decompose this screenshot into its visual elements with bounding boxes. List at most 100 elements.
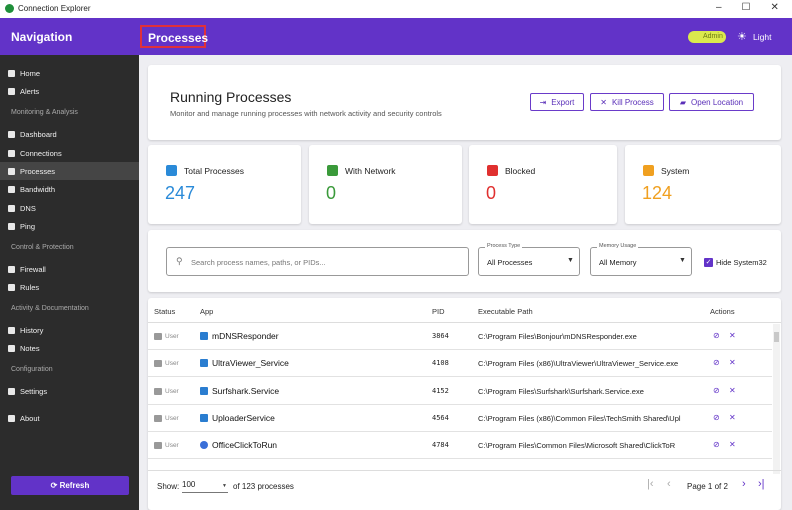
header-divider: [148, 322, 781, 323]
nav-item[interactable]: Home: [0, 64, 139, 82]
search-input[interactable]: ⚲ Search process names, paths, or PIDs...: [166, 247, 469, 276]
path: C:\Program Files\Bonjour\mDNSResponder.e…: [478, 332, 637, 341]
nav-icon: [8, 131, 15, 139]
select-arrow: ▼: [679, 257, 686, 264]
kill-action[interactable]: ✕: [729, 358, 736, 368]
nav-icon: [8, 222, 15, 230]
search-icon: ⚲: [176, 256, 183, 266]
select-value: All Memory: [599, 258, 637, 267]
nav-item[interactable]: Notes: [0, 339, 139, 357]
stat-label: With Network: [345, 166, 396, 176]
select-label: Memory Usage: [597, 243, 639, 249]
last-page[interactable]: ›|: [758, 478, 765, 490]
window-controls[interactable]: –☐✕: [716, 2, 792, 13]
nav-label: About: [20, 414, 40, 424]
kill-action[interactable]: ✕: [729, 331, 736, 340]
sidebar: Home Alerts Monitoring & Analysis Dashboard…: [0, 55, 139, 510]
nav-label: Ping: [20, 221, 36, 231]
nav-item[interactable]: Settings: [0, 382, 139, 400]
app-name: UploaderService: [212, 412, 275, 423]
block-action[interactable]: ⊘: [713, 440, 720, 450]
stat-label: System: [661, 166, 690, 176]
nav-label: Notes: [20, 344, 40, 354]
kill-action[interactable]: ✕: [729, 440, 736, 450]
path: C:\Program Files\Surfshark\Surfshark.Ser…: [478, 386, 644, 396]
nav-icon: [8, 186, 15, 194]
nav-icon: [8, 345, 15, 353]
block-action[interactable]: ⊘: [713, 331, 720, 340]
stat-value: 0: [486, 183, 497, 203]
block-action[interactable]: ⊘: [713, 385, 720, 395]
theme-toggle[interactable]: Light: [753, 32, 772, 42]
nav-icon: [8, 204, 15, 212]
process-table: Status App PID Executable Path Actions User mD…: [148, 298, 781, 510]
nav-item[interactable]: Ping: [0, 217, 139, 235]
nav-label: Processes: [20, 166, 56, 176]
nav-icon: [8, 327, 15, 335]
page-size-arrow: ▼: [222, 483, 227, 489]
status-label: User: [165, 360, 179, 368]
nav-item[interactable]: Alerts: [0, 82, 139, 100]
button-icon: ✕: [600, 97, 607, 107]
app-name: Surfshark.Service: [212, 385, 280, 396]
stat-value: 124: [642, 183, 673, 203]
nav-item[interactable]: About: [0, 409, 139, 427]
nav-item[interactable]: Firewall: [0, 260, 139, 278]
nav-item[interactable]: History: [0, 321, 139, 339]
column-header: App: [200, 307, 214, 316]
action-button[interactable]: ✕ Kill Process: [590, 93, 664, 111]
block-action[interactable]: ⊘: [713, 358, 720, 368]
nav-label: Settings: [20, 387, 48, 397]
app-icon: [200, 386, 208, 395]
next-page[interactable]: ›: [742, 478, 746, 490]
process-type-select[interactable]: Process Type All Processes ▼: [478, 243, 580, 276]
app-name: UltraViewer_Service: [212, 358, 289, 369]
button-label: Export: [551, 97, 575, 107]
prev-page[interactable]: ‹: [667, 478, 671, 490]
checkbox[interactable]: ✓: [704, 258, 713, 267]
search-placeholder: Search process names, paths, or PIDs...: [191, 258, 326, 267]
show-label: Show:: [157, 482, 180, 491]
table-row: User mDNSResponder 3864 C:\Program Files\Bo…: [148, 323, 772, 350]
stat-icon: [327, 165, 338, 176]
memory-select[interactable]: Memory Usage All Memory ▼: [590, 243, 692, 276]
nav-label: Connections: [20, 148, 62, 158]
nav-icon: [8, 284, 15, 292]
kill-action[interactable]: ✕: [729, 385, 736, 395]
select-arrow: ▼: [567, 257, 574, 264]
nav-item[interactable]: Connections: [0, 144, 139, 162]
nav-item[interactable]: Processes: [0, 161, 139, 180]
app-icon: [200, 441, 208, 450]
footer-divider: [148, 470, 781, 471]
nav-title: Navigation: [11, 30, 73, 44]
app-name: OfficeClickToRun: [212, 440, 278, 451]
column-header: Executable Path: [478, 307, 533, 316]
block-action[interactable]: ⊘: [713, 412, 720, 422]
refresh-button[interactable]: ⟳ Refresh: [11, 476, 129, 495]
button-label: Kill Process: [611, 97, 654, 107]
nav-item[interactable]: Rules: [0, 278, 139, 296]
path: C:\Program Files (x86)\Common Files\Tech…: [478, 413, 681, 423]
select-label: Process Type: [485, 243, 523, 249]
nav-label: Home: [20, 69, 41, 78]
count-label: of 123 processes: [233, 482, 294, 491]
action-button[interactable]: ▰ Open Location: [669, 93, 754, 111]
nav-section-heading: Monitoring & Analysis: [11, 109, 78, 117]
checkbox-label: Hide System32: [716, 258, 767, 267]
nav-item[interactable]: Dashboard: [0, 125, 139, 143]
status-label: User: [165, 333, 179, 340]
nav-icon: [8, 265, 15, 273]
nav-item[interactable]: Bandwidth: [0, 180, 139, 198]
action-button[interactable]: ⇥ Export: [530, 93, 584, 111]
table-row: User Surfshark.Service 4152 C:\Program File…: [148, 378, 772, 405]
page-size-select[interactable]: 100: [182, 480, 228, 493]
first-page[interactable]: |‹: [647, 478, 654, 490]
column-header: Status: [154, 307, 176, 316]
nav-item[interactable]: DNS: [0, 199, 139, 217]
stat-label: Total Processes: [184, 166, 244, 176]
status-icon: [154, 442, 162, 450]
refresh-icon: ⟳: [50, 481, 60, 490]
nav-icon: [8, 415, 15, 423]
kill-action[interactable]: ✕: [729, 412, 736, 422]
status-icon: [154, 360, 162, 368]
